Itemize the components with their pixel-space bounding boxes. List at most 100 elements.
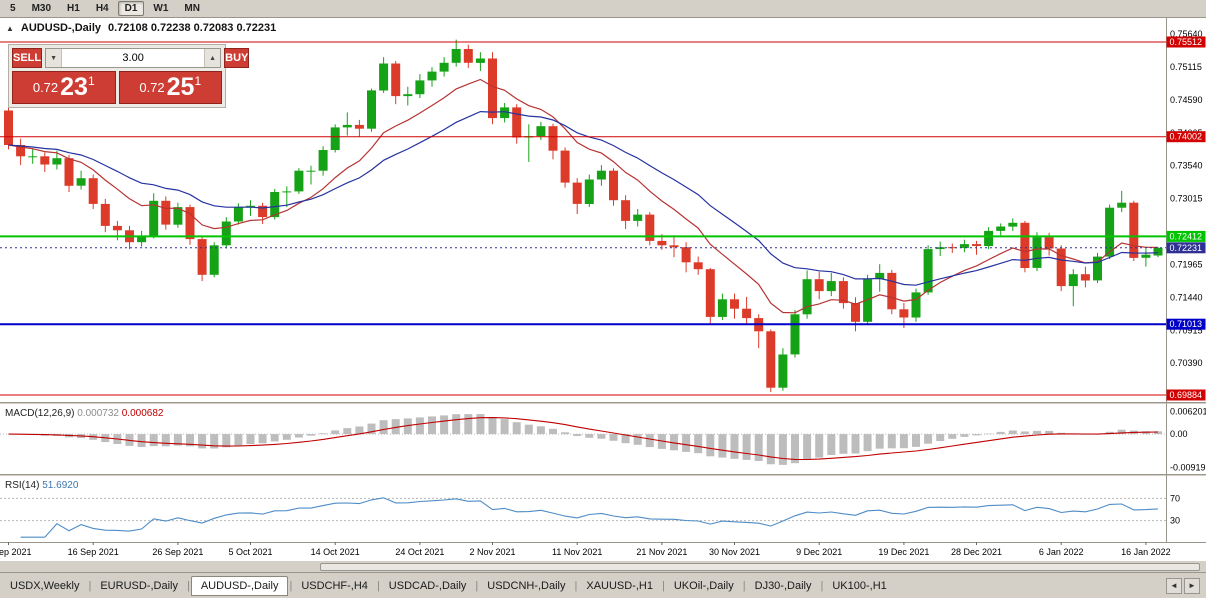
rsi-pane[interactable] <box>0 497 1166 538</box>
svg-text:30 Nov 2021: 30 Nov 2021 <box>709 547 760 557</box>
sell-price-display[interactable]: 0.72 23 1 <box>12 71 116 104</box>
arrow-right-icon: ► <box>1188 581 1196 590</box>
chevron-up-icon: ▲ <box>209 54 217 62</box>
svg-text:0.75640: 0.75640 <box>1170 29 1203 39</box>
svg-text:19 Dec 2021: 19 Dec 2021 <box>878 547 929 557</box>
tab-separator: | <box>289 579 293 592</box>
svg-text:-0.00919: -0.00919 <box>1170 462 1206 472</box>
rsi-name: RSI(14) <box>5 480 40 491</box>
buy-price-pips: 25 <box>166 73 195 101</box>
tab-audusd-daily[interactable]: AUDUSD-,Daily <box>190 575 289 596</box>
chart-title: ▲ AUDUSD-,Daily 0.72108 0.72238 0.72083 … <box>6 22 276 34</box>
price-label-box <box>1166 389 1206 401</box>
buy-price-prefix: 0.72 <box>139 80 165 95</box>
price-label-box <box>1166 230 1206 242</box>
sell-price-point: 1 <box>87 74 95 88</box>
timeframe-mn[interactable]: MN <box>184 3 200 14</box>
trade-panel-toggle-icon[interactable]: ▲ <box>6 23 14 33</box>
timeframe-h4[interactable]: H4 <box>95 3 109 14</box>
svg-text:0.71965: 0.71965 <box>1170 260 1203 270</box>
ohlc-values: 0.72108 0.72238 0.72083 0.72231 <box>108 22 277 34</box>
price-label-box <box>1166 242 1206 254</box>
volume-decrease-button[interactable]: ▼ <box>46 49 63 67</box>
tab-separator: | <box>376 579 380 592</box>
ma-slow-line <box>8 110 1159 286</box>
ma-fast-line <box>8 78 1159 314</box>
tab-separator: | <box>742 579 746 592</box>
chart-tabs: USDX,Weekly | EURUSD-,Daily | AUDUSD-,Daily |… <box>2 575 895 596</box>
macd-name: MACD(12,26,9) <box>5 408 75 419</box>
horizontal-scrollbar[interactable] <box>0 560 1206 572</box>
chart-region: 0.756400.751150.745900.740650.735400.730… <box>0 18 1206 560</box>
tab-uk100-h1[interactable]: UK100-,H1 <box>832 579 887 592</box>
scrollbar-thumb[interactable] <box>320 563 1200 571</box>
volume-input[interactable] <box>62 49 205 67</box>
svg-text:0.75115: 0.75115 <box>1170 62 1202 72</box>
timeframe-h1[interactable]: H1 <box>67 3 80 14</box>
timeframe-m30[interactable]: M30 <box>31 3 52 14</box>
tab-separator: | <box>186 579 190 592</box>
svg-text:0.70915: 0.70915 <box>1170 325 1203 335</box>
buy-price-point: 1 <box>194 74 202 88</box>
svg-text:11 Nov 2021: 11 Nov 2021 <box>552 547 602 557</box>
chart-tab-bar: USDX,Weekly | EURUSD-,Daily | AUDUSD-,Daily |… <box>0 572 1206 598</box>
price-label-box <box>1166 318 1206 330</box>
tab-xauusd-h1[interactable]: XAUUSD-,H1 <box>586 579 653 592</box>
svg-text:0.72231: 0.72231 <box>1170 243 1203 253</box>
price-label-box <box>1166 36 1206 48</box>
tab-scroll-left-button[interactable]: ◄ <box>1166 577 1182 594</box>
timeframe-d1[interactable]: D1 <box>117 1 145 16</box>
timeframe-5[interactable]: 5 <box>10 3 16 14</box>
arrow-left-icon: ◄ <box>1170 581 1178 590</box>
tab-ukoil-daily[interactable]: UKOil-,Daily <box>673 579 734 592</box>
tab-usdcnh-daily[interactable]: USDCNH-,Daily <box>487 579 566 592</box>
buy-price-display[interactable]: 0.72 25 1 <box>118 71 222 104</box>
volume-control: ▼ ▲ <box>45 48 222 68</box>
timeframe-w1[interactable]: W1 <box>153 3 169 14</box>
tab-scroll-controls: ◄ ► <box>1166 577 1204 594</box>
svg-text:5 Oct 2021: 5 Oct 2021 <box>228 547 272 557</box>
date-axis[interactable]: 7 Sep 2021 16 Sep 2021 26 Sep 2021 5 Oct 20… <box>0 542 1171 557</box>
svg-text:0.73540: 0.73540 <box>1170 161 1203 171</box>
macd-value-main: 0.000732 <box>77 408 119 419</box>
macd-indicator-label: MACD(12,26,9) 0.000732 0.000682 <box>5 408 163 419</box>
timeframe-toolbar: 5 M30 H1 H4 D1 W1 MN <box>0 0 1206 18</box>
tab-dj30-daily[interactable]: DJ30-,Daily <box>754 579 812 592</box>
rsi-value: 51.6920 <box>42 480 79 491</box>
svg-text:16 Sep 2021: 16 Sep 2021 <box>68 547 119 557</box>
svg-text:0.70390: 0.70390 <box>1170 358 1203 368</box>
svg-text:16 Jan 2022: 16 Jan 2022 <box>1121 547 1171 557</box>
svg-text:0.75512: 0.75512 <box>1170 37 1203 47</box>
sell-button[interactable]: SELL <box>12 48 43 68</box>
macd-value-signal: 0.000682 <box>121 408 164 419</box>
tab-separator: | <box>475 579 479 592</box>
candles-layer <box>4 39 1163 393</box>
svg-text:70: 70 <box>1170 493 1180 503</box>
svg-text:0.72412: 0.72412 <box>1170 231 1203 241</box>
tab-usdx-weekly[interactable]: USDX,Weekly <box>10 579 80 592</box>
tab-separator: | <box>820 579 824 592</box>
price-axis[interactable]: 0.756400.751150.745900.740650.735400.730… <box>0 18 1206 543</box>
buy-button[interactable]: BUY <box>224 48 250 68</box>
price-label-box <box>1166 131 1206 143</box>
tab-separator: | <box>662 579 665 592</box>
macd-signal-line <box>8 417 1159 461</box>
tab-separator: | <box>574 579 578 592</box>
svg-text:24 Oct 2021: 24 Oct 2021 <box>395 547 444 557</box>
svg-text:9 Dec 2021: 9 Dec 2021 <box>796 547 842 557</box>
tab-usdchf-h4[interactable]: USDCHF-,H4 <box>301 579 368 592</box>
macd-pane[interactable] <box>0 414 1166 465</box>
tab-usdcad-daily[interactable]: USDCAD-,Daily <box>388 579 467 592</box>
symbol-period-label: AUDUSD-,Daily <box>20 22 101 34</box>
tab-eurusd-daily[interactable]: EURUSD-,Daily <box>100 579 178 592</box>
price-chart[interactable]: 0.756400.751150.745900.740650.735400.730… <box>0 18 1206 560</box>
svg-text:0.74002: 0.74002 <box>1170 132 1203 142</box>
svg-text:6 Jan 2022: 6 Jan 2022 <box>1039 547 1084 557</box>
main-pane[interactable] <box>0 39 1166 396</box>
volume-increase-button[interactable]: ▲ <box>204 49 221 67</box>
tab-separator: | <box>88 579 92 592</box>
svg-text:0.69884: 0.69884 <box>1170 390 1203 400</box>
tab-scroll-right-button[interactable]: ► <box>1184 577 1200 594</box>
svg-text:14 Oct 2021: 14 Oct 2021 <box>311 547 360 557</box>
